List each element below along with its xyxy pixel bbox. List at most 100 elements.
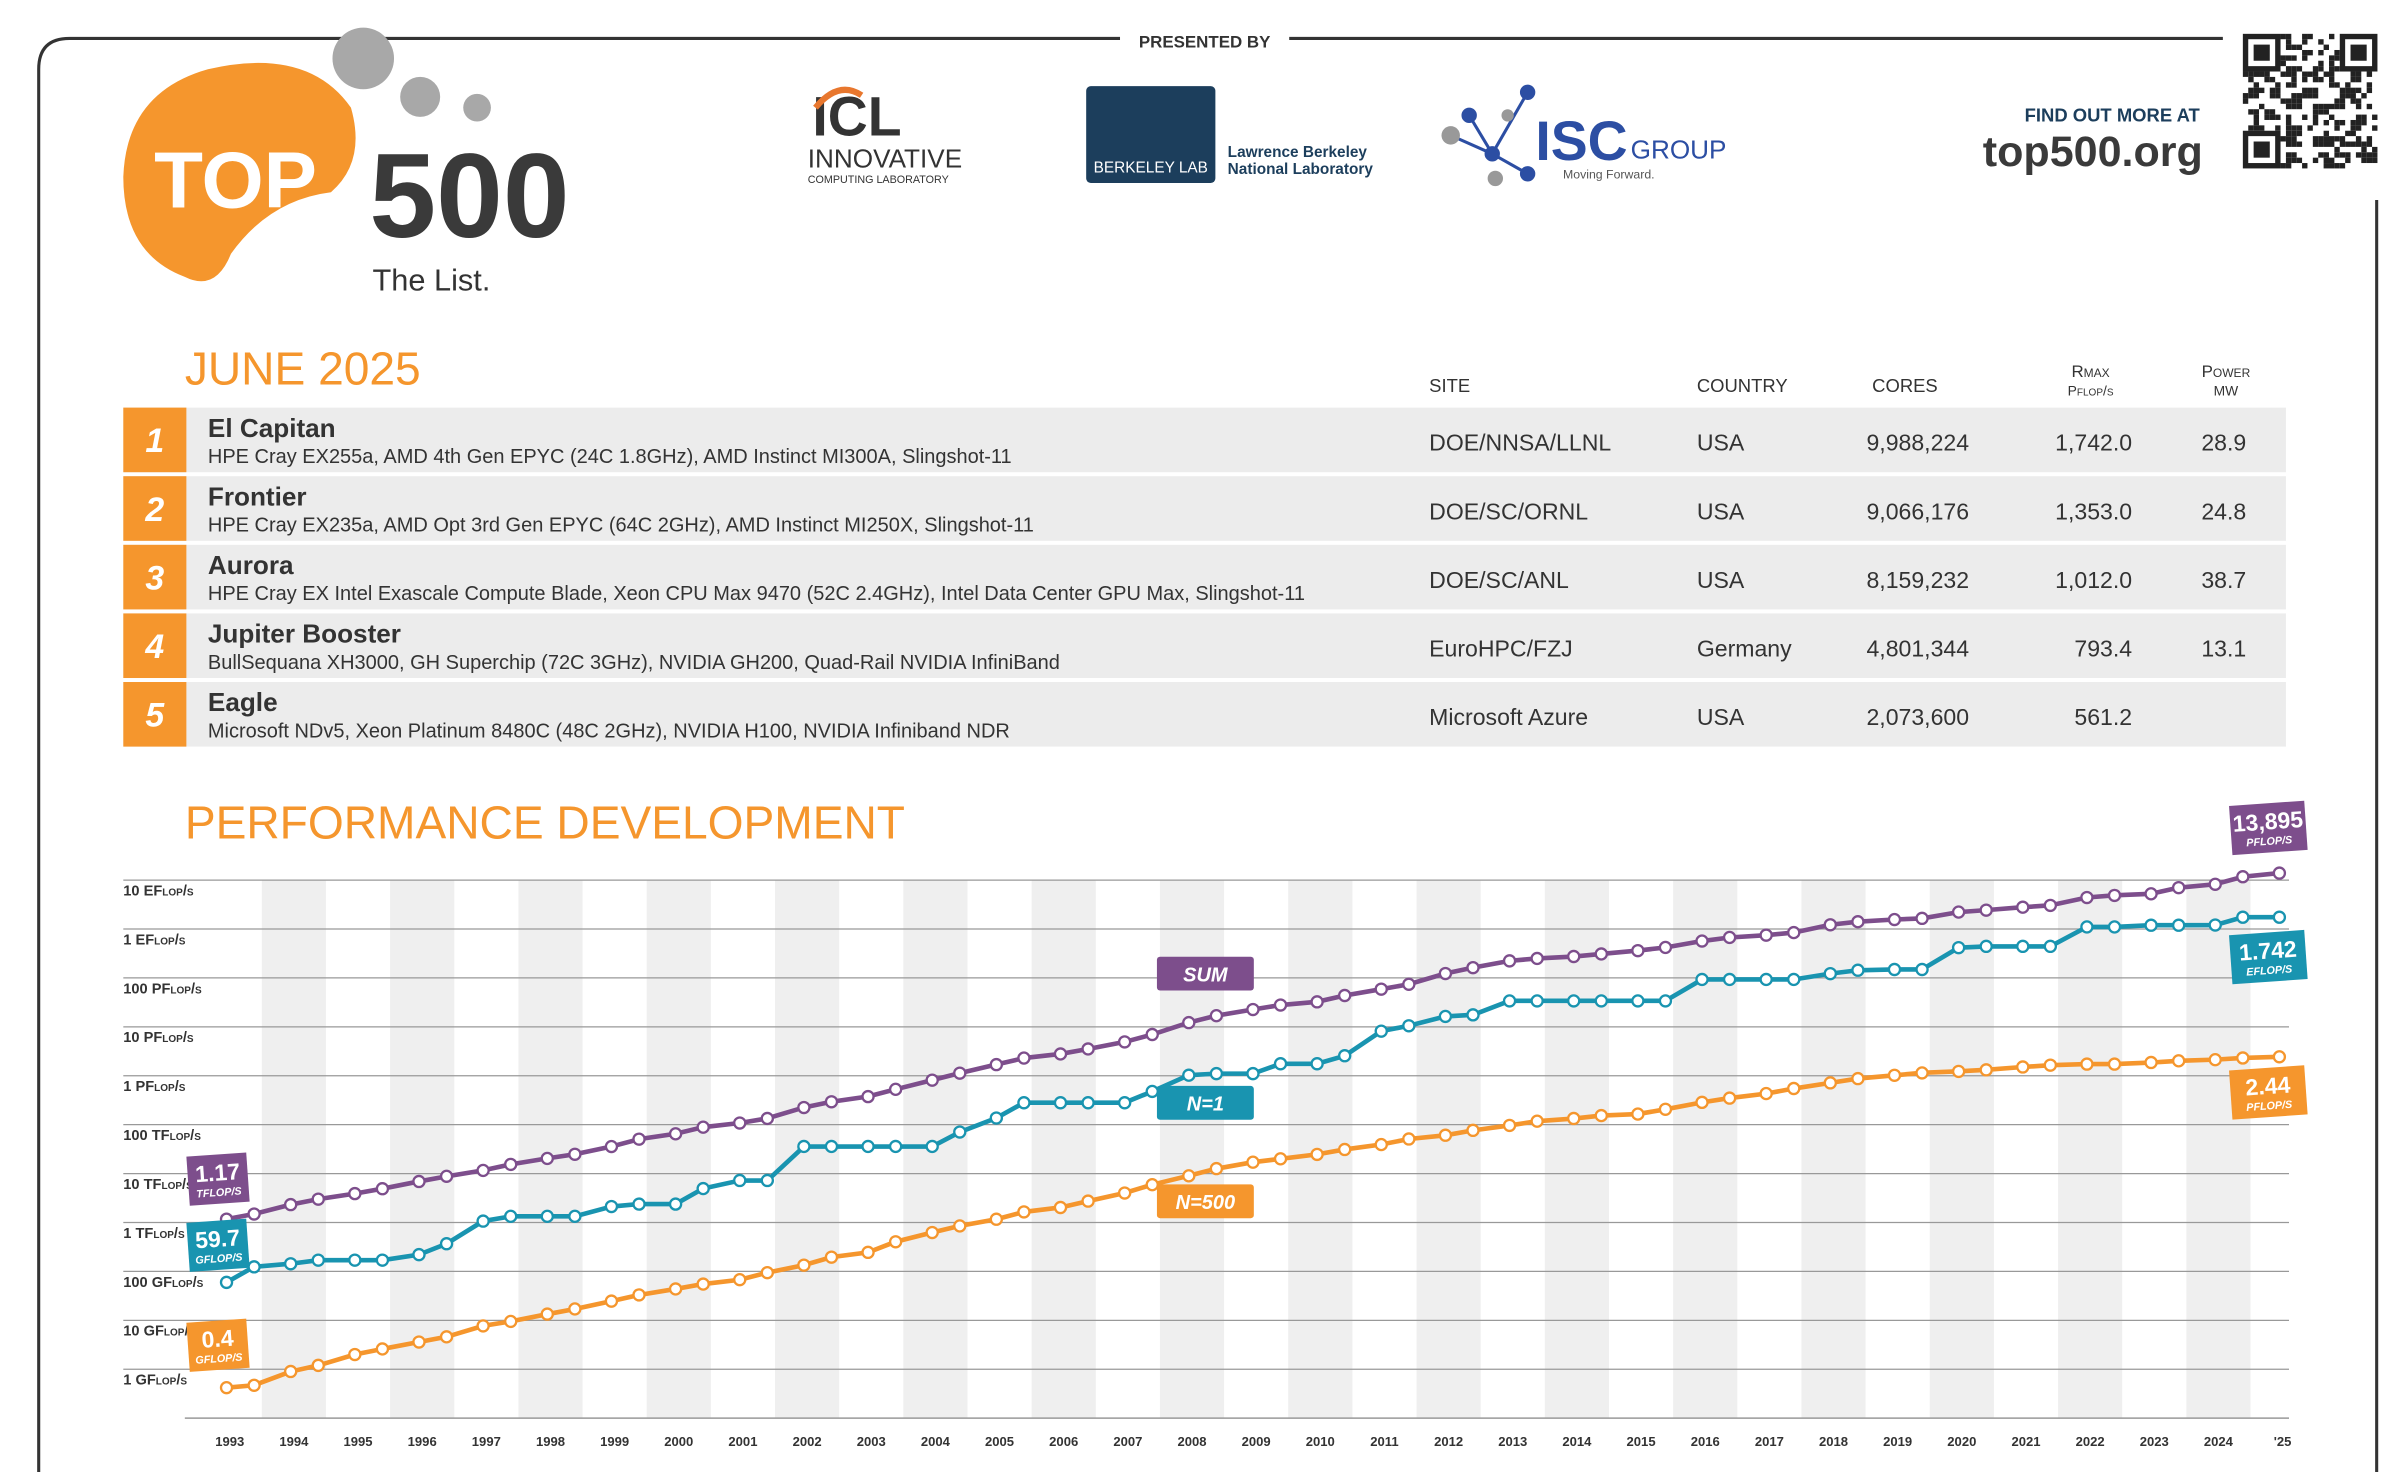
qr-module [2302,39,2308,45]
point [540,1209,554,1224]
qr-module [2248,87,2254,94]
rank: 4 [144,628,164,666]
point [2236,870,2250,884]
year-band [1416,880,1481,1419]
qr-module [2350,141,2356,147]
qr-finder [2242,130,2281,169]
year-band [1673,880,1738,1419]
qr-module [2307,71,2313,77]
qr-module [2302,49,2308,56]
point [1915,911,1929,926]
qr-module [2334,103,2340,110]
qr-module [2323,141,2329,147]
system-desc: HPE Cray EX Intel Exascale Compute Blade… [208,583,1305,605]
point [1310,1057,1324,1071]
point [696,1277,710,1291]
point [2236,1051,2250,1065]
qr-module [2312,141,2319,147]
qr-module [2372,125,2378,131]
point [1567,1111,1581,1126]
point [953,1125,967,1139]
cell-cores: 4,801,344 [1866,635,1969,661]
x-tick-label: 2016 [1691,1434,1720,1449]
qr-module [2328,60,2335,67]
legend-label: SUM [1183,964,1228,986]
point [375,1182,390,1196]
point [1658,994,1673,1008]
qr-module [2280,71,2286,77]
qr-module [2361,146,2367,153]
y-tick-label: 100 TFlop/s [123,1128,201,1144]
qr-module [2248,76,2254,83]
point [1722,1091,1737,1105]
point [1915,962,1929,977]
qr-module [2350,76,2356,83]
qr-module [2312,136,2319,142]
qr-module [2285,119,2292,126]
qr-module [2323,44,2329,50]
point [1787,925,1801,940]
x-tick-label: 2009 [1242,1434,1271,1449]
qr-module [2328,66,2335,72]
x-tick-label: 2007 [1113,1434,1142,1449]
qr-module [2350,119,2356,126]
qr-module [2339,87,2346,94]
cell-rmax: 1,742.0 [2055,430,2132,456]
point [348,1253,362,1267]
qr-module [2312,114,2319,120]
cell-site: DOE/SC/ANL [1429,567,1569,593]
value-label: 59.7 [194,1224,241,1253]
point [219,1380,234,1395]
point [1466,1123,1480,1138]
qr-module [2355,152,2362,158]
qr-module [2355,125,2362,131]
qr-finder [2253,141,2270,158]
qr-module [2264,76,2270,83]
cell-site: Microsoft Azure [1429,704,1588,730]
point [1823,1076,1838,1090]
qr-module [2355,114,2362,120]
point [797,1258,811,1272]
qr-module [2334,163,2340,169]
icl-line: COMPUTING LABORATORY [808,174,949,186]
qr-module [2264,114,2270,120]
isc-logo: ISC [1535,110,1627,172]
value-tag-bg [2229,1065,2308,1120]
qr-module [2323,109,2329,115]
qr-module [2248,71,2254,77]
system-name: Eagle [208,687,278,717]
system-desc: HPE Cray EX235a, AMD Opt 3rd Gen EPYC (6… [208,515,1034,537]
point [668,1197,683,1211]
cell-cores: 2,073,600 [1866,704,1969,730]
point [1145,1177,1159,1192]
point [953,1219,967,1233]
point [1466,1008,1480,1022]
year-band [2058,880,2123,1419]
qr-module [2323,119,2329,126]
point [1722,930,1737,945]
point [2272,1050,2287,1064]
qr-module [2302,76,2308,83]
qr-module [2350,125,2356,131]
point [733,1173,747,1188]
qr-module [2334,49,2340,56]
cell-power: 13.1 [2201,635,2246,661]
column-header: Rmax [2071,362,2109,381]
qr-module [2253,87,2260,94]
y-tick-label: 1 TFlop/s [123,1226,185,1242]
qr-module [2334,146,2340,153]
cell-cores: 8,159,232 [1866,567,1969,593]
point [283,1364,298,1379]
x-tick-label: 2000 [664,1434,693,1449]
qr-module [2264,109,2270,115]
point [632,1197,646,1211]
row-bg [123,476,2286,541]
x-tick-label: 2014 [1562,1434,1592,1449]
x-tick-label: 2020 [1947,1434,1976,1449]
point [1759,1086,1773,1101]
point [925,1225,939,1240]
y-tick-label: 10 GFlop/s [123,1324,195,1340]
year-band [1544,880,1609,1419]
point [604,1139,619,1154]
